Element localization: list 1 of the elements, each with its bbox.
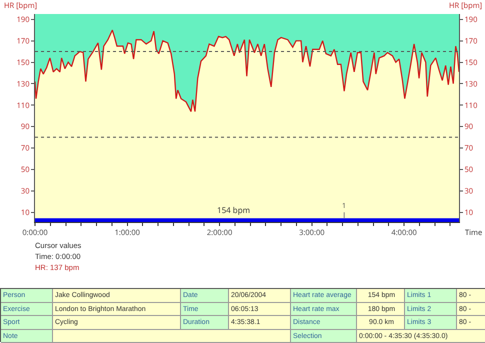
band-label: 154 bpm <box>217 205 250 216</box>
